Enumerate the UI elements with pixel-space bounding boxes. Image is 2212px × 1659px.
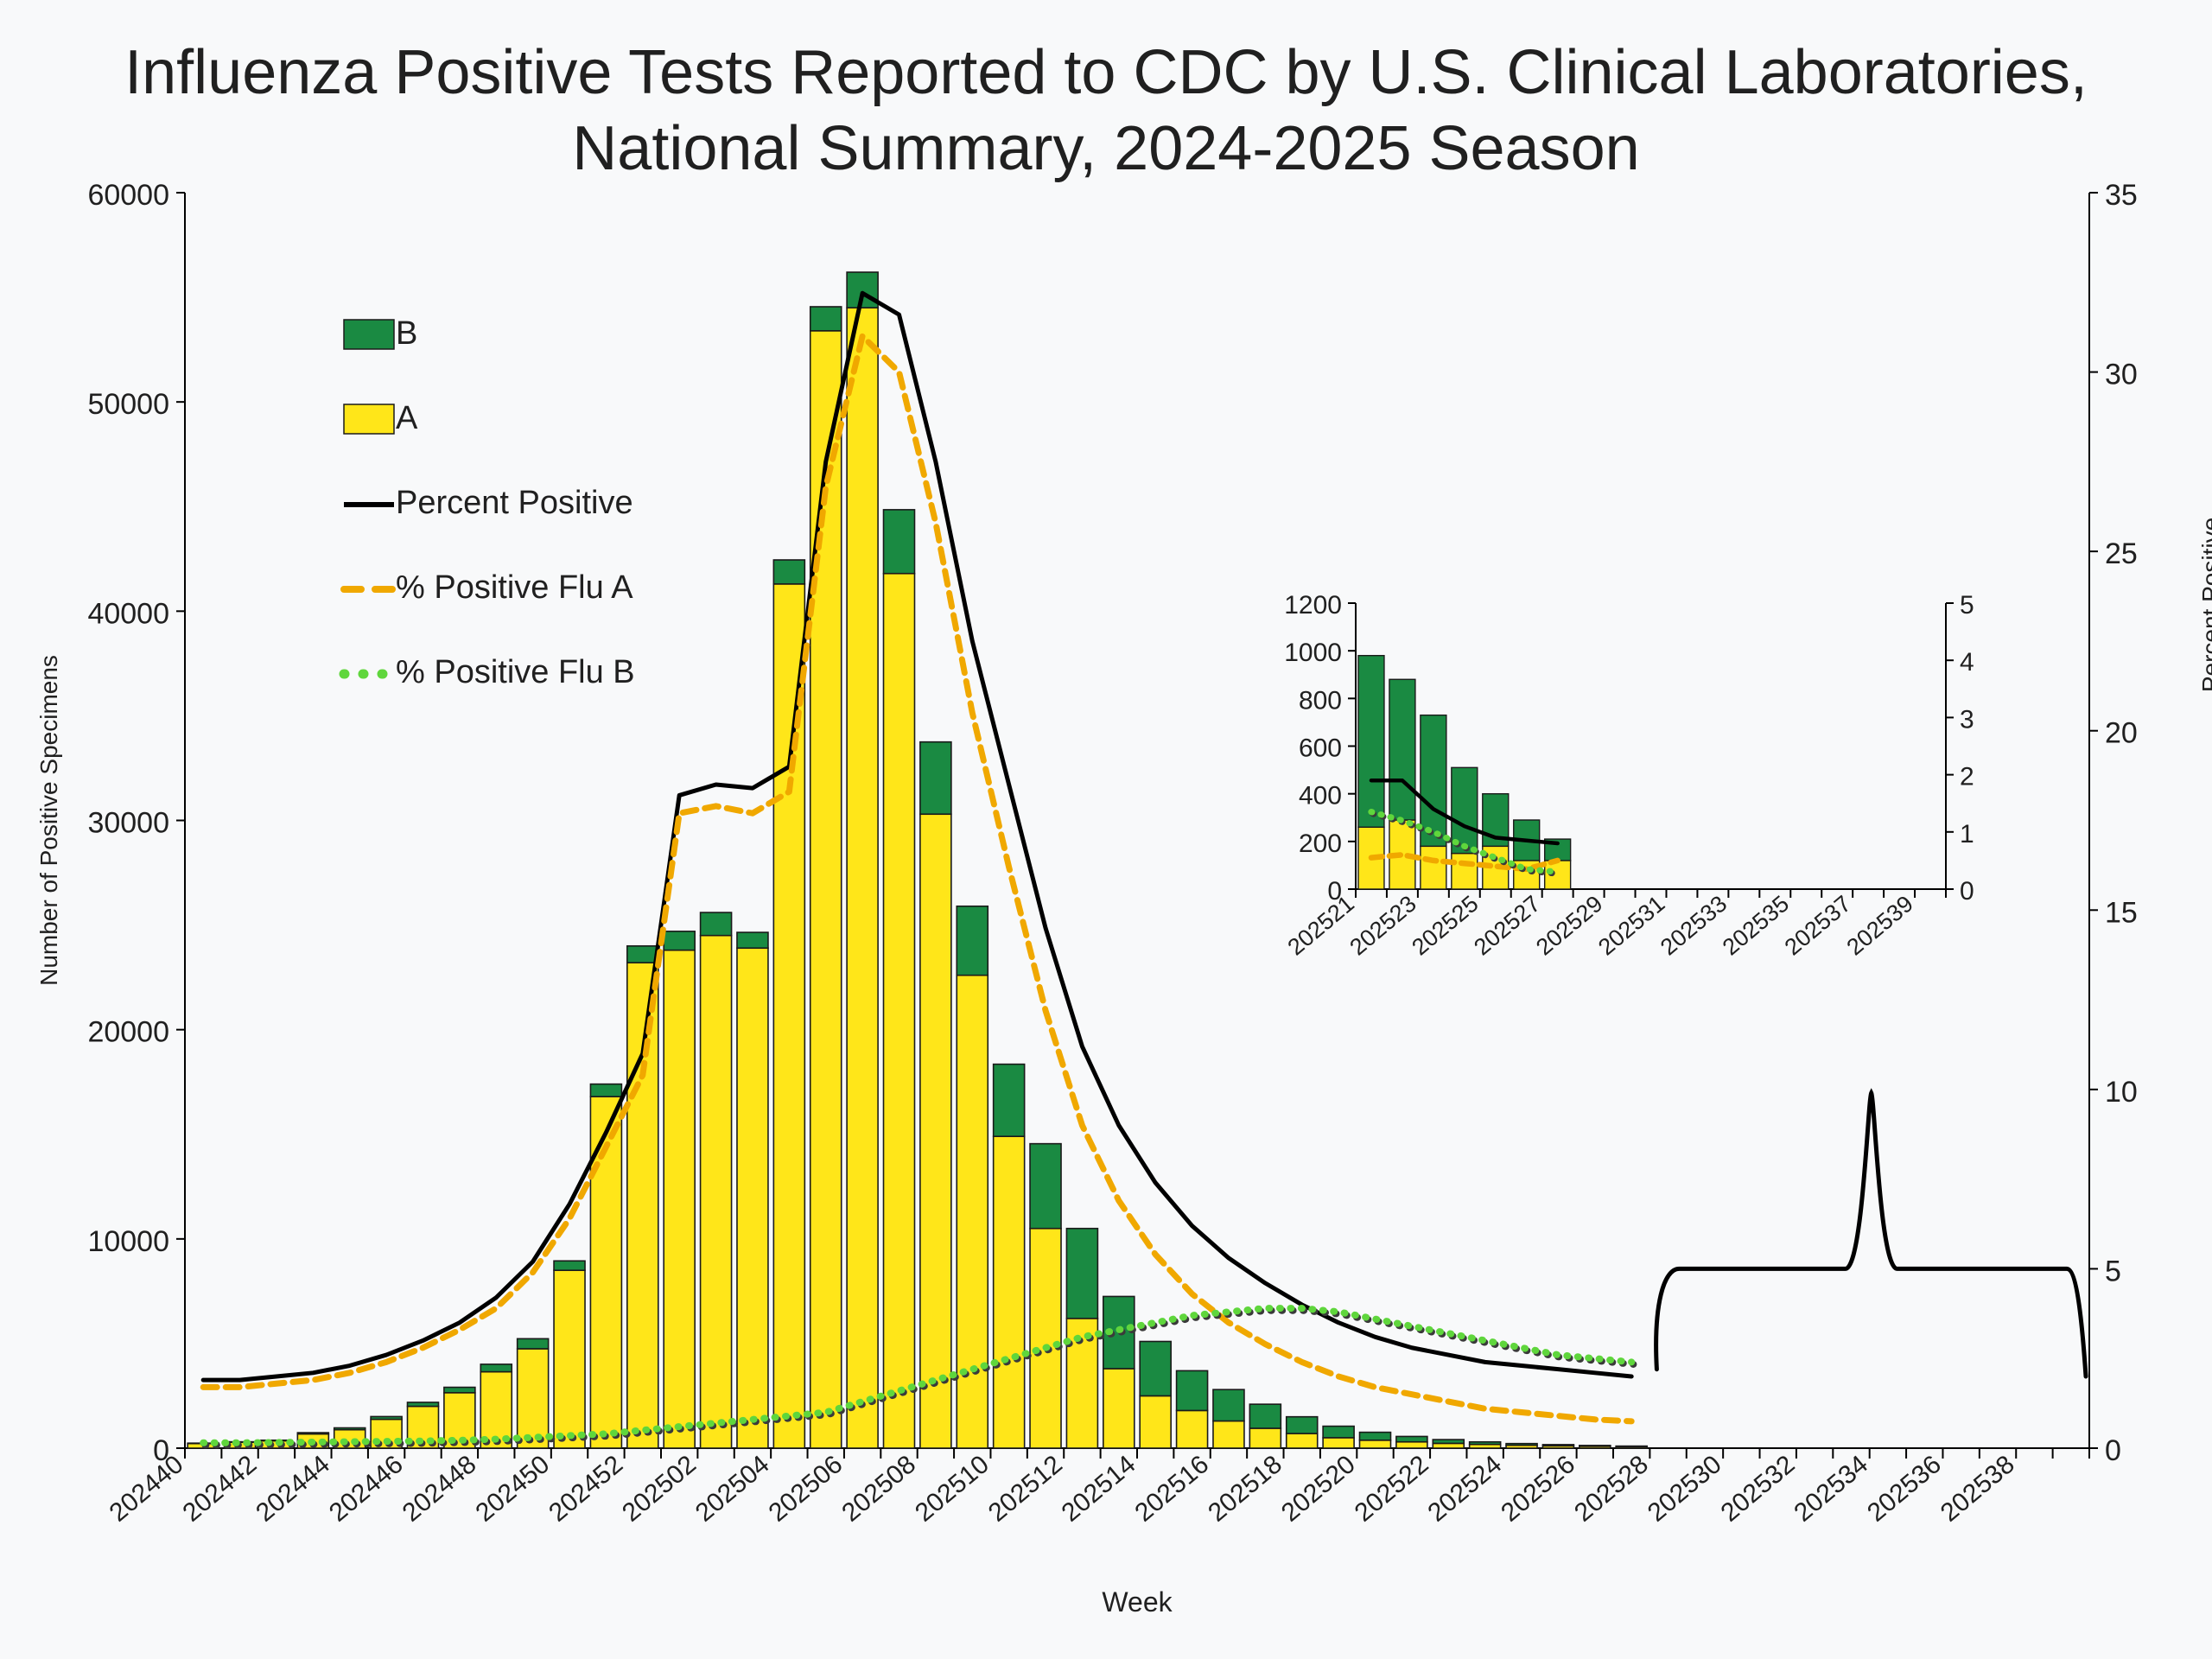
svg-text:600: 600: [1299, 734, 1342, 763]
svg-text:1: 1: [1960, 820, 1974, 849]
svg-text:400: 400: [1299, 782, 1342, 810]
svg-text:20000: 20000: [87, 1016, 169, 1049]
svg-text:Number of Positive Specimens: Number of Positive Specimens: [35, 655, 62, 986]
svg-text:% Positive Flu B: % Positive Flu B: [396, 654, 635, 690]
svg-text:50000: 50000: [87, 388, 169, 421]
svg-text:National Summary, 2024-2025 Se: National Summary, 2024-2025 Season: [572, 114, 1639, 183]
svg-text:60000: 60000: [87, 179, 169, 212]
svg-text:1000: 1000: [1284, 639, 1342, 667]
svg-text:Percent Positive: Percent Positive: [2197, 518, 2212, 692]
svg-text:2: 2: [1960, 763, 1974, 791]
svg-text:30: 30: [2105, 359, 2138, 391]
svg-text:0: 0: [2105, 1434, 2121, 1467]
svg-text:800: 800: [1299, 686, 1342, 715]
svg-text:15: 15: [2105, 896, 2138, 929]
svg-text:10000: 10000: [87, 1225, 169, 1258]
svg-text:% Positive Flu A: % Positive Flu A: [396, 569, 633, 606]
svg-text:Influenza Positive Tests Repor: Influenza Positive Tests Reported to CDC…: [124, 38, 2088, 107]
svg-text:200: 200: [1299, 830, 1342, 858]
svg-text:1200: 1200: [1284, 591, 1342, 620]
svg-text:0: 0: [1960, 877, 1974, 906]
svg-text:30000: 30000: [87, 807, 169, 840]
svg-text:35: 35: [2105, 179, 2138, 212]
svg-text:5: 5: [1960, 591, 1974, 620]
svg-text:Week: Week: [1102, 1586, 1173, 1618]
svg-text:3: 3: [1960, 705, 1974, 734]
svg-text:20: 20: [2105, 717, 2138, 750]
svg-text:25: 25: [2105, 537, 2138, 570]
svg-text:4: 4: [1960, 648, 1974, 677]
svg-text:B: B: [396, 315, 417, 352]
svg-text:A: A: [396, 400, 418, 436]
svg-text:5: 5: [2105, 1255, 2121, 1287]
svg-text:40000: 40000: [87, 597, 169, 630]
svg-text:Percent Positive: Percent Positive: [396, 485, 633, 521]
svg-text:10: 10: [2105, 1076, 2138, 1109]
